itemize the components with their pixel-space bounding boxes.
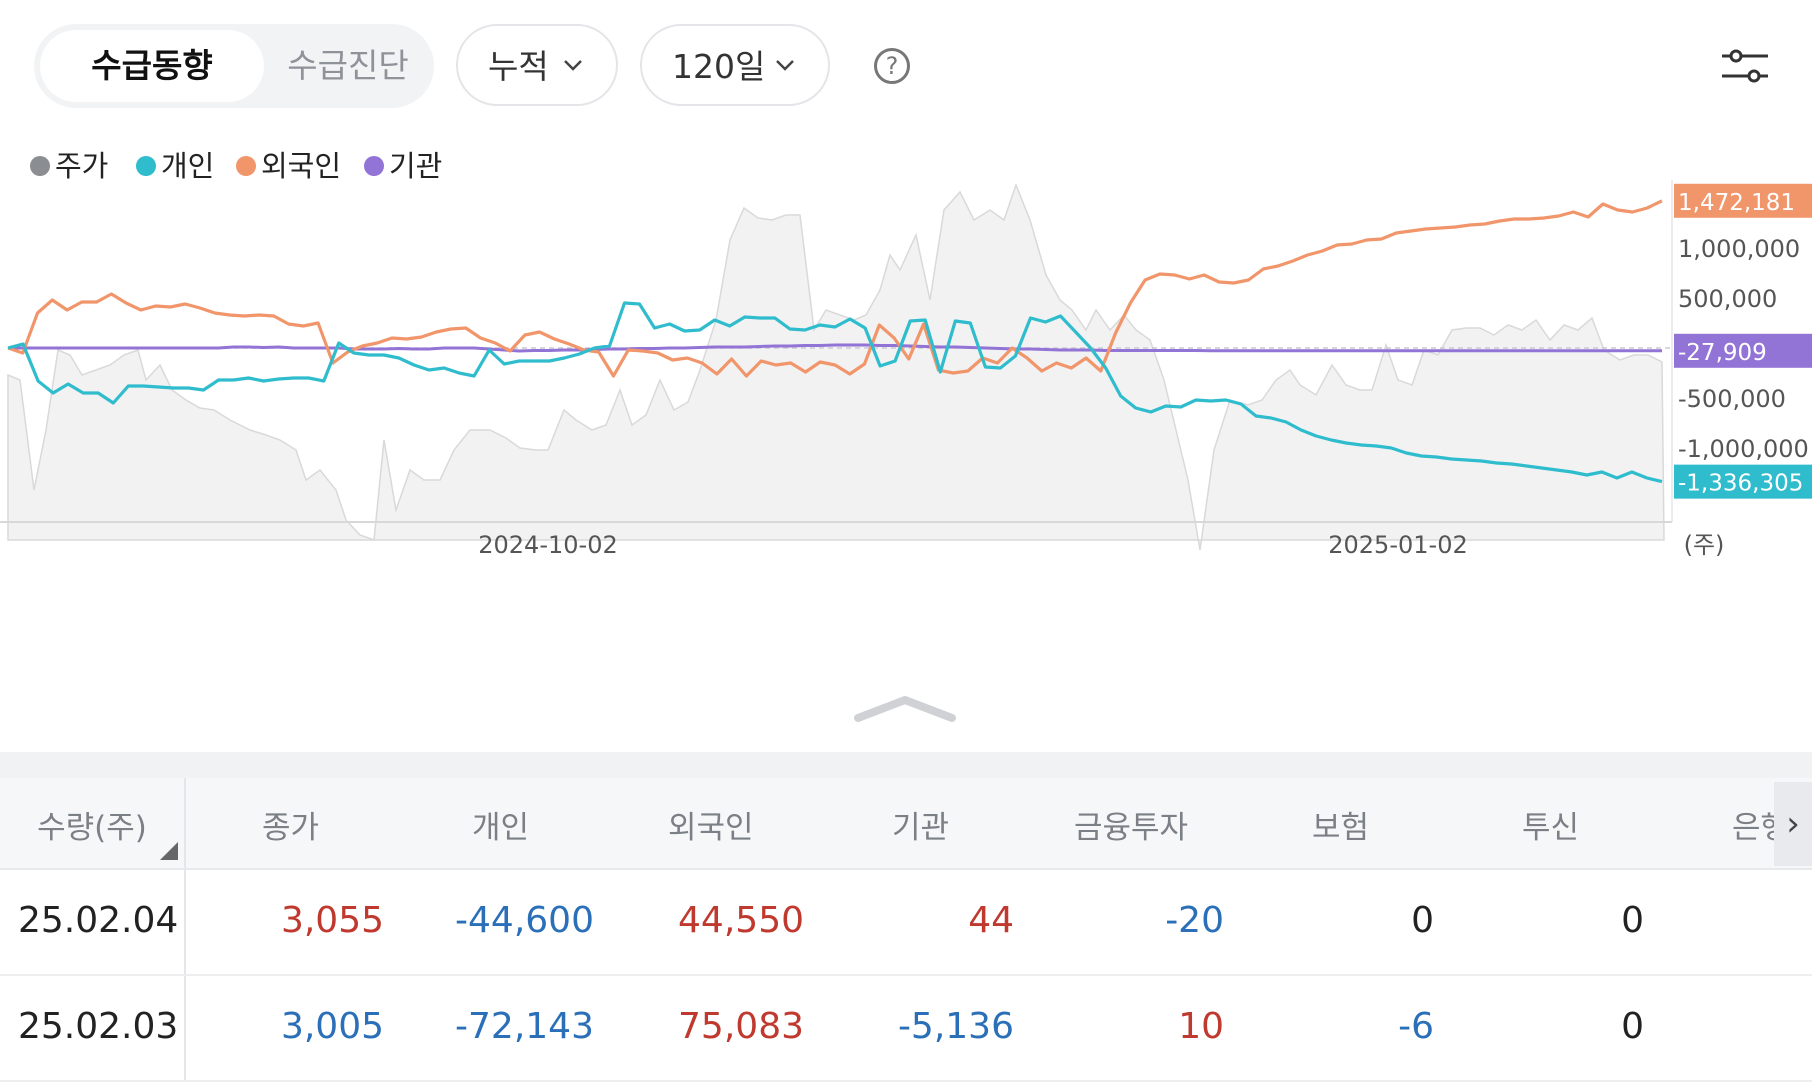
scroll-right-chevron-icon[interactable]: › (1774, 782, 1812, 866)
cell-foreign: 75,083 (678, 1006, 804, 1047)
legend-item-institution[interactable]: 기관 (364, 146, 442, 186)
end-value-badge (1674, 464, 1812, 499)
cell-insurance: -6 (1398, 1006, 1434, 1047)
column-header-close[interactable]: 종가 (262, 810, 320, 846)
column-header-bank[interactable]: 은행 (1732, 810, 1774, 846)
end-value-label: -27,909 (1674, 333, 1812, 368)
series-line-외국인 (7, 199, 1663, 378)
view-segmented-control: 수급동향 수급진단 (34, 24, 434, 108)
cell-individual: -44,600 (455, 900, 594, 941)
cell-insurance: 0 (1411, 900, 1434, 941)
tab-supply-trend[interactable]: 수급동향 (40, 30, 264, 102)
y-tick-label: -1,000,000 (1678, 435, 1809, 463)
column-header-foreign[interactable]: 외국인 (668, 810, 754, 846)
x-tick-label: 2025-01-02 (1328, 531, 1467, 559)
column-header-trust[interactable]: 투신 (1522, 810, 1580, 846)
price-area (7, 182, 1665, 551)
cell-close: 3,005 (280, 1006, 384, 1047)
end-value-badge (1674, 183, 1812, 218)
x-tick-label: 2024-10-02 (478, 531, 617, 559)
end-value-badge (1674, 333, 1812, 368)
sort-corner-icon (160, 842, 178, 860)
legend-dot (30, 156, 50, 176)
end-value-text: -27,909 (1678, 340, 1767, 366)
mode-dropdown[interactable]: 누적 (456, 24, 618, 106)
table-row[interactable]: 25.02.04 3,055 -44,600 44,550 44 -20 0 0 (0, 868, 1812, 976)
legend-label: 기관 (389, 149, 443, 183)
y-tick-label: 1,000,000 (1678, 235, 1800, 263)
collapse-handle-icon[interactable] (850, 690, 960, 726)
column-header-institution[interactable]: 기관 (892, 810, 950, 846)
end-value-text: -1,336,305 (1678, 471, 1803, 497)
cell-foreign: 44,550 (678, 900, 804, 941)
chevron-down-icon (776, 60, 794, 71)
section-divider (0, 752, 1812, 778)
cell-financial-investment: -20 (1165, 900, 1224, 941)
legend-dot (136, 156, 156, 176)
period-dropdown-label: 120일 (672, 47, 766, 86)
supply-table: 수량(주) 종가 개인 외국인 기관 금융투자 보험 투신 은행 › 25.02… (0, 778, 1812, 1082)
cell-financial-investment: 10 (1178, 1006, 1224, 1047)
cell-trust: 0 (1621, 900, 1644, 941)
y-tick-label: 500,000 (1678, 285, 1777, 313)
end-value-label: 1,472,181 (1674, 183, 1812, 218)
help-icon[interactable]: ? (874, 48, 910, 84)
cell-close: 3,055 (280, 900, 384, 941)
legend-item-individual[interactable]: 개인 (136, 146, 214, 186)
legend-dot (236, 156, 256, 176)
filter-settings-icon[interactable] (1720, 46, 1770, 86)
cell-institution: 44 (968, 900, 1014, 941)
series-line-개인 (7, 301, 1663, 484)
column-header-label: 수량(주) (37, 810, 147, 846)
supply-trend-chart[interactable]: 1,000,000 500,000 -500,000 -1,000,000 1,472… (0, 180, 1812, 660)
column-header-financial-investment[interactable]: 금융투자 (1074, 810, 1189, 846)
toolbar: 수급동향 수급진단 누적 120일 ? (0, 0, 1812, 140)
legend-label: 주가 (55, 149, 109, 183)
cell-individual: -72,143 (455, 1006, 594, 1047)
row-date: 25.02.04 (18, 900, 179, 941)
legend-dot (364, 156, 384, 176)
x-axis-unit: (주) (1684, 531, 1725, 559)
legend-label: 개인 (161, 149, 215, 183)
table-header: 수량(주) 종가 개인 외국인 기관 금융투자 보험 투신 은행 › (0, 778, 1812, 870)
column-header-individual[interactable]: 개인 (472, 810, 530, 846)
column-header-insurance[interactable]: 보험 (1312, 810, 1370, 846)
period-dropdown[interactable]: 120일 (640, 24, 830, 106)
end-value-text: 1,472,181 (1678, 190, 1795, 216)
series-line-기관 (8, 343, 1663, 353)
column-header-quantity[interactable]: 수량(주) (0, 778, 184, 868)
row-date: 25.02.03 (18, 1006, 179, 1047)
mode-dropdown-label: 누적 (488, 47, 549, 86)
tab-supply-diagnosis[interactable]: 수급진단 (287, 46, 409, 85)
column-separator (184, 778, 186, 1080)
cell-trust: 0 (1621, 1006, 1644, 1047)
legend-label: 외국인 (261, 149, 342, 183)
chevron-down-icon (564, 60, 582, 71)
table-row[interactable]: 25.02.03 3,005 -72,143 75,083 -5,136 10 … (0, 974, 1812, 1082)
y-tick-label: -500,000 (1678, 385, 1786, 413)
end-value-label: -1,336,305 (1674, 464, 1812, 499)
legend-item-price[interactable]: 주가 (30, 146, 108, 186)
cell-institution: -5,136 (897, 1006, 1014, 1047)
legend-item-foreign[interactable]: 외국인 (236, 146, 341, 186)
